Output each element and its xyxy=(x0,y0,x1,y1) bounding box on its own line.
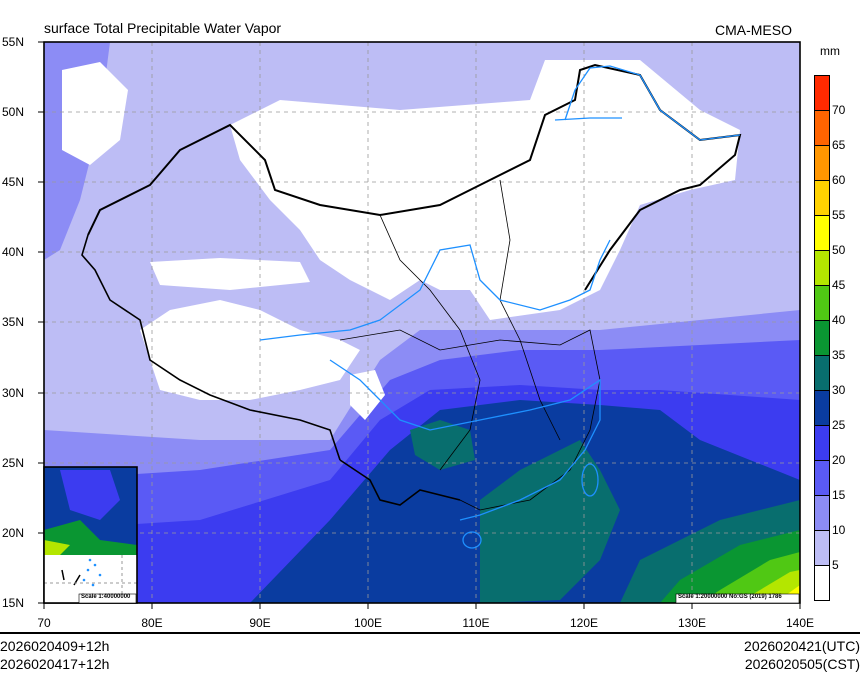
colorbar-segment xyxy=(815,496,829,531)
lon-label: 80E xyxy=(141,616,163,630)
lon-label: 70 xyxy=(37,616,51,630)
lon-ticks xyxy=(43,603,801,609)
lat-label: 15N xyxy=(2,596,25,610)
colorbar-units: mm xyxy=(820,44,840,58)
precipitable-water-field xyxy=(44,42,800,603)
colorbar-label: 40 xyxy=(832,313,846,327)
lon-label: 90E xyxy=(249,616,271,630)
graticule xyxy=(44,42,800,603)
colorbar-label: 60 xyxy=(832,173,846,187)
colorbar-segment xyxy=(815,461,829,496)
lon-label: 110E xyxy=(462,616,490,630)
colorbar-segment xyxy=(815,251,829,286)
colorbar-label: 25 xyxy=(832,418,846,432)
init-time-2: 2026020417+12h xyxy=(0,656,110,672)
lat-ticks xyxy=(38,41,44,604)
map-title: surface Total Precipitable Water Vapor xyxy=(44,20,282,36)
colorbar-segment xyxy=(815,216,829,251)
init-time-1: 2026020409+12h xyxy=(0,638,110,654)
colorbar-label: 20 xyxy=(832,453,846,467)
lon-label: 120E xyxy=(569,616,599,630)
colorbar-segment xyxy=(815,356,829,391)
colorbar-segment xyxy=(815,76,829,111)
colorbar-segment xyxy=(815,391,829,426)
south-china-sea-inset xyxy=(43,466,138,604)
lat-label: 25N xyxy=(2,456,25,470)
colorbar-segment xyxy=(815,146,829,181)
colorbar-segment xyxy=(815,181,829,216)
main-scale-box xyxy=(675,593,800,604)
colorbar-label: 5 xyxy=(832,558,839,572)
lon-label: 100E xyxy=(353,616,383,630)
colorbar-label: 15 xyxy=(832,488,846,502)
rivers-coastline xyxy=(259,65,741,549)
colorbar-label: 70 xyxy=(832,103,846,117)
lat-label: 35N xyxy=(2,315,25,329)
colorbar-label: 65 xyxy=(832,138,846,152)
lon-label: 130E xyxy=(677,616,707,630)
colorbar-segment xyxy=(815,321,829,356)
colorbar-segment xyxy=(815,286,829,321)
colorbar xyxy=(814,75,830,601)
lon-label: 140E xyxy=(785,616,815,630)
model-name: CMA-MESO xyxy=(715,22,792,38)
lat-label: 50N xyxy=(2,105,25,119)
colorbar-label: 30 xyxy=(832,383,846,397)
lat-label: 45N xyxy=(2,175,25,189)
colorbar-label: 55 xyxy=(832,208,846,222)
inset-scale-text: Scale 1:40000000 xyxy=(81,594,131,600)
colorbar-label: 45 xyxy=(832,278,846,292)
colorbar-segment xyxy=(815,531,829,566)
valid-time-utc: 2026020421(UTC) xyxy=(744,638,860,654)
inset-scale-box xyxy=(78,593,137,604)
colorbar-segment xyxy=(815,566,829,600)
colorbar-label: 35 xyxy=(832,348,846,362)
colorbar-label: 10 xyxy=(832,523,846,537)
lat-label: 55N xyxy=(2,35,25,49)
valid-time-cst: 2026020505(CST) xyxy=(744,656,860,672)
colorbar-segment xyxy=(815,111,829,146)
lat-label: 20N xyxy=(2,526,25,540)
colorbar-segment xyxy=(815,426,829,461)
main-scale-text: Scale 1:20000000 No:GS (2019) 1786 xyxy=(678,594,782,600)
colorbar-label: 50 xyxy=(832,243,846,257)
lat-label: 30N xyxy=(2,386,25,400)
lat-label: 40N xyxy=(2,245,25,259)
